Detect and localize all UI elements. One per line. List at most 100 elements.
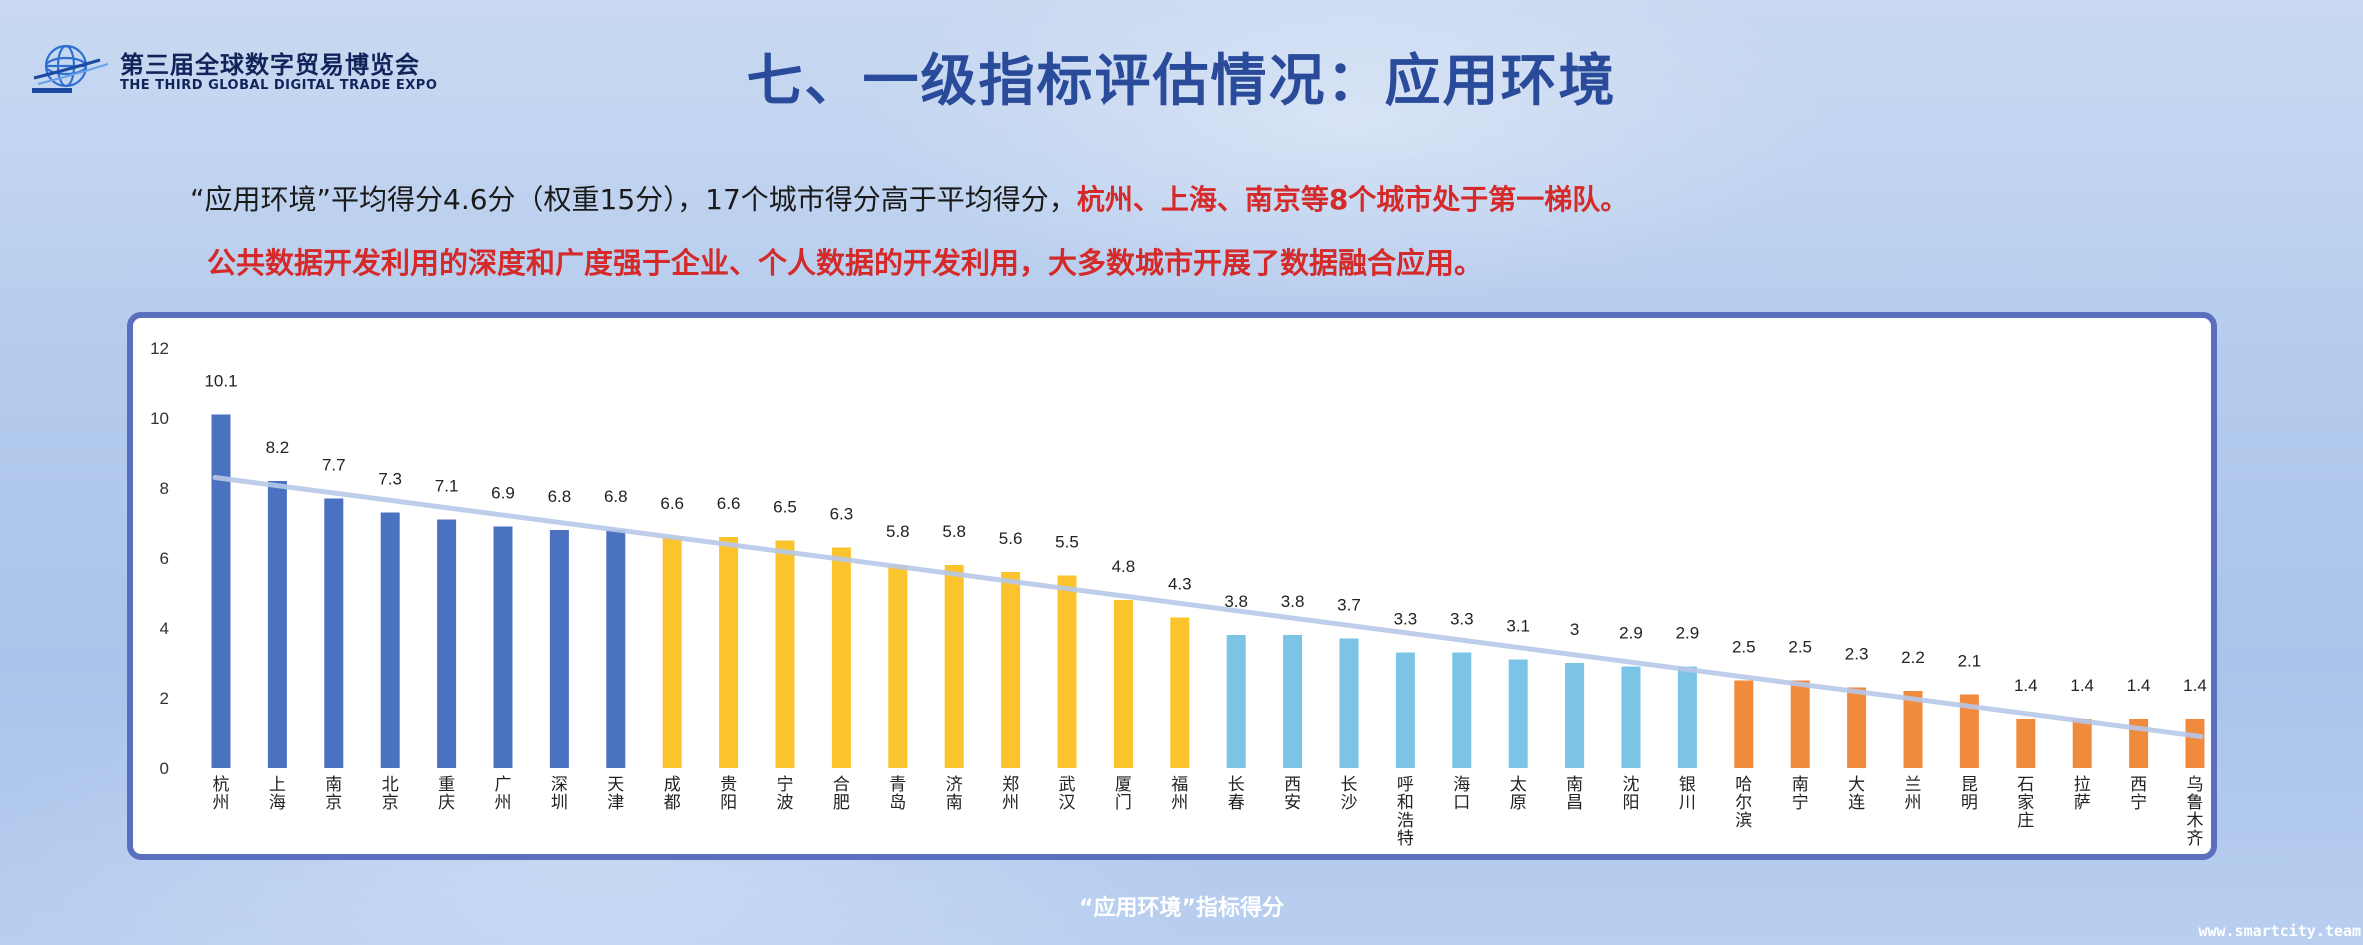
category-label: 北京 (382, 775, 399, 813)
y-tick-label: 12 (150, 339, 169, 358)
chart-caption: “应用环境”指标得分 (1079, 896, 1284, 921)
summary-line-1-prefix: “应用环境”平均得分4.6分（权重15分），17个城市得分高于平均得分， (190, 183, 1077, 216)
category-label: 长春 (1228, 775, 1245, 813)
bar (1959, 694, 1979, 768)
category-label: 兰州 (1905, 775, 1922, 813)
data-label: 1.4 (2070, 676, 2094, 695)
data-label: 2.2 (1901, 648, 1925, 667)
y-tick-label: 10 (150, 409, 169, 428)
bar (1452, 652, 1472, 768)
category-label: 西宁 (2130, 775, 2147, 813)
y-tick-label: 6 (160, 549, 169, 568)
data-label: 2.3 (1845, 645, 1869, 664)
data-label: 5.6 (999, 529, 1023, 548)
category-label: 海口 (1453, 775, 1470, 813)
data-label: 1.4 (2183, 676, 2207, 695)
category-label: 济南 (946, 775, 963, 813)
data-label: 3.8 (1224, 592, 1248, 611)
category-label: 长沙 (1341, 775, 1358, 813)
data-label: 4.8 (1112, 557, 1136, 576)
data-label: 6.3 (830, 505, 854, 524)
category-label: 银川 (1679, 775, 1696, 813)
bar (831, 547, 851, 768)
bar (493, 526, 513, 768)
category-label: 昆明 (1961, 775, 1978, 813)
data-label: 2.1 (1958, 652, 1982, 671)
data-label: 3.7 (1337, 596, 1361, 615)
bar (1847, 687, 1867, 768)
category-label: 郑州 (1002, 775, 1019, 813)
bar (437, 519, 457, 768)
chart-panel: 0 2 4 6 8 10 12 10.1 杭州 8.2 上海 7.7 南京 7.3 北京 7.1 重庆 6.9 广州… (127, 312, 2217, 860)
category-label: 青岛 (889, 775, 906, 813)
bar (549, 530, 569, 768)
data-label: 6.6 (717, 494, 741, 513)
data-label: 5.5 (1055, 533, 1079, 552)
bar (211, 414, 231, 768)
bar (1113, 600, 1133, 768)
bar (267, 481, 287, 768)
logo-text-en: THE THIRD GLOBAL DIGITAL TRADE EXPO (120, 78, 438, 93)
bar (324, 498, 344, 768)
bar (775, 540, 795, 768)
bar (1226, 635, 1246, 768)
bar (2072, 719, 2092, 768)
data-label: 5.8 (886, 522, 910, 541)
bar (1903, 691, 1923, 768)
category-label: 广州 (495, 775, 512, 813)
category-label: 西安 (1284, 775, 1301, 813)
bar (1170, 617, 1190, 768)
data-label: 1.4 (2014, 676, 2038, 695)
data-label: 2.9 (1676, 624, 1700, 643)
y-tick-label: 4 (160, 619, 169, 638)
data-label: 10.1 (204, 372, 237, 391)
category-label: 哈尔滨 (1735, 775, 1752, 831)
category-label: 沈阳 (1623, 775, 1640, 813)
bar (1621, 666, 1641, 768)
bar (1057, 575, 1077, 768)
bar (2016, 719, 2036, 768)
data-label: 7.7 (322, 456, 346, 475)
data-label: 6.8 (548, 487, 572, 506)
data-label: 3 (1570, 620, 1579, 639)
bar (2185, 719, 2205, 768)
summary-line-2: 公共数据开发利用的深度和广度强于企业、个人数据的开发利用，大多数城市开展了数据融… (207, 246, 1484, 280)
data-label: 2.5 (1788, 638, 1812, 657)
bar (1790, 680, 1810, 768)
bar (1001, 572, 1021, 768)
bar (1734, 680, 1754, 768)
bar (662, 537, 682, 768)
data-label: 3.1 (1506, 617, 1530, 636)
watermark: www.smartcity.team (2198, 922, 2361, 940)
y-tick-label: 8 (160, 479, 169, 498)
category-label: 宁波 (777, 775, 794, 813)
data-label: 3.8 (1281, 592, 1305, 611)
category-label: 福州 (1171, 775, 1188, 813)
category-label: 合肥 (833, 775, 850, 813)
bar (1565, 663, 1585, 768)
page-title: 七、一级指标评估情况：应用环境 (746, 49, 1617, 114)
bar (1508, 659, 1528, 768)
data-label: 1.4 (2127, 676, 2151, 695)
category-label: 武汉 (1059, 775, 1076, 813)
category-label: 呼和浩特 (1397, 775, 1414, 849)
data-label: 6.6 (660, 494, 684, 513)
category-label: 南宁 (1792, 775, 1809, 813)
category-label: 天津 (607, 775, 624, 813)
bar (1677, 666, 1697, 768)
y-tick-label: 2 (160, 689, 169, 708)
data-label: 2.9 (1619, 624, 1643, 643)
category-label: 石家庄 (2017, 775, 2034, 831)
category-label: 拉萨 (2074, 775, 2091, 813)
category-label: 南京 (325, 775, 342, 813)
category-label: 大连 (1848, 775, 1865, 813)
category-label: 厦门 (1115, 775, 1132, 813)
data-label: 8.2 (266, 438, 290, 457)
data-label: 2.5 (1732, 638, 1756, 657)
data-label: 6.9 (491, 484, 515, 503)
data-label: 7.1 (435, 477, 459, 496)
category-label: 杭州 (213, 775, 230, 813)
category-label: 上海 (269, 775, 286, 813)
category-label: 重庆 (438, 775, 455, 813)
expo-logo-icon (32, 44, 109, 93)
